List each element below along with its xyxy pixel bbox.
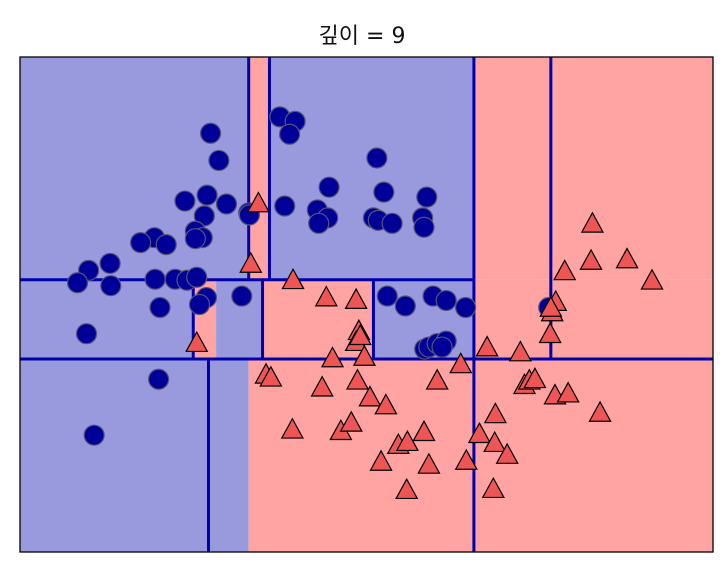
- class1-triangle-point: [553, 259, 577, 281]
- class0-circle-point: [149, 296, 171, 319]
- class1-triangle-point: [508, 340, 532, 362]
- class0-circle-point: [208, 149, 230, 172]
- class1-triangle-point: [615, 247, 639, 269]
- class1-triangle-point: [467, 421, 492, 444]
- class1-triangle-point: [580, 211, 605, 233]
- decision-region-class0: [269, 57, 474, 280]
- class1-triangle-point: [588, 400, 612, 422]
- class1-triangle-point: [280, 417, 304, 439]
- class0-circle-point: [100, 275, 122, 297]
- class1-triangle-point: [483, 402, 507, 424]
- class1-triangle-point: [523, 366, 547, 389]
- class0-circle-point: [278, 123, 301, 145]
- class1-triangle-point: [539, 295, 563, 317]
- class0-circle-point: [416, 186, 438, 208]
- class0-circle-point: [174, 190, 196, 212]
- decision-region-class1: [248, 57, 270, 280]
- class0-circle-point: [454, 296, 477, 319]
- class0-circle-point: [144, 268, 166, 290]
- class1-triangle-point: [352, 344, 377, 366]
- class0-circle-point: [413, 216, 435, 238]
- class0-circle-point: [318, 176, 340, 198]
- class0-circle-point: [435, 289, 457, 312]
- decision-region-class1: [473, 57, 713, 280]
- class1-triangle-point: [348, 323, 372, 346]
- class0-circle-point: [376, 285, 398, 307]
- class0-circle-point: [66, 272, 89, 294]
- class1-triangle-point: [358, 385, 382, 407]
- class0-circle-point: [308, 212, 330, 234]
- class1-triangle-point: [374, 393, 398, 415]
- class0-circle-point: [75, 323, 98, 345]
- class1-triangle-point: [320, 346, 345, 368]
- class0-circle-point: [431, 336, 453, 358]
- class1-triangle-point: [556, 381, 580, 403]
- data-points: [66, 106, 664, 500]
- class1-triangle-point: [449, 352, 473, 374]
- class0-circle-point: [394, 295, 416, 317]
- class1-triangle-point: [259, 365, 283, 387]
- class1-triangle-point: [579, 248, 603, 270]
- decision-region-class0: [20, 358, 249, 552]
- class1-triangle-point: [412, 419, 436, 442]
- class1-triangle-point: [369, 449, 393, 471]
- class1-triangle-point: [395, 477, 419, 500]
- chart-title: 깊이 = 9: [318, 24, 406, 49]
- class0-circle-point: [148, 368, 170, 390]
- class1-triangle-point: [495, 442, 519, 464]
- class0-circle-point: [199, 122, 222, 144]
- class0-circle-point: [186, 266, 208, 288]
- class0-circle-point: [231, 285, 253, 307]
- class0-circle-point: [155, 234, 177, 256]
- class0-circle-point: [196, 184, 218, 206]
- class1-triangle-point: [339, 410, 363, 432]
- class1-triangle-point: [483, 430, 507, 453]
- class1-triangle-point: [246, 191, 270, 213]
- class1-triangle-point: [475, 335, 499, 357]
- class0-circle-point: [274, 195, 296, 217]
- class1-triangle-point: [481, 476, 505, 499]
- class1-triangle-point: [310, 375, 334, 397]
- class0-circle-point: [366, 147, 388, 169]
- plot-frame: [19, 56, 714, 553]
- class1-triangle-point: [185, 330, 209, 353]
- class0-circle-point: [129, 232, 152, 254]
- class1-triangle-point: [417, 452, 441, 474]
- class1-triangle-point: [314, 285, 338, 307]
- decision-region-class1: [473, 279, 713, 359]
- class0-circle-point: [99, 252, 121, 275]
- class0-circle-point: [373, 181, 395, 203]
- decision-regions: [20, 57, 713, 552]
- class0-circle-point: [215, 193, 238, 215]
- class1-triangle-point: [344, 287, 368, 309]
- class1-triangle-point: [425, 368, 449, 390]
- class1-triangle-point: [454, 448, 478, 470]
- class1-triangle-point: [345, 368, 370, 390]
- class1-triangle-point: [640, 268, 664, 290]
- class1-triangle-point: [239, 251, 263, 273]
- class1-triangle-point: [538, 321, 562, 344]
- class0-circle-point: [381, 212, 403, 234]
- class0-circle-point: [188, 293, 211, 316]
- class0-circle-point: [184, 228, 206, 250]
- class1-triangle-point: [281, 267, 305, 290]
- class0-circle-point: [83, 424, 105, 446]
